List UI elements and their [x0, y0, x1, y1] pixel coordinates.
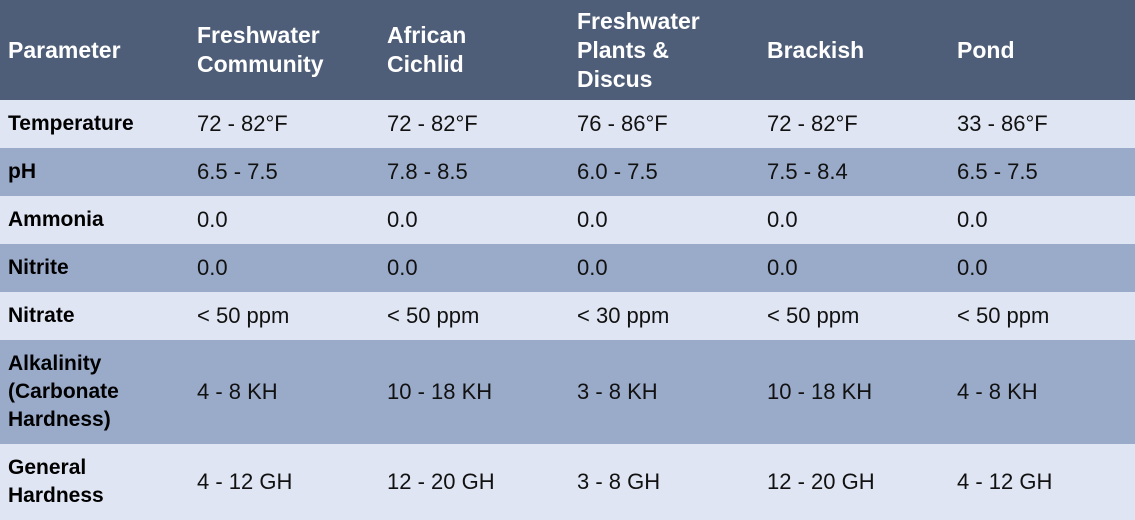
row-label: Nitrite: [8, 256, 69, 279]
table-cell: < 50 ppm: [767, 303, 860, 328]
header-freshwater-plants-discus: Freshwater Plants & Discus: [577, 7, 700, 92]
header-parameter: Parameter: [8, 36, 121, 63]
table-cell: 6.5 - 7.5: [197, 159, 278, 184]
table-cell: 0.0: [197, 255, 228, 280]
table-cell: 0.0: [387, 207, 418, 232]
row-label: pH: [8, 160, 36, 183]
table-cell: 0.0: [387, 255, 418, 280]
header-freshwater-community: Freshwater Community: [197, 22, 324, 77]
table-row-temperature: Temperature 72 - 82°F 72 - 82°F 76 - 86°…: [0, 100, 1135, 148]
table-cell: 72 - 82°F: [767, 111, 858, 136]
header-pond: Pond: [957, 36, 1015, 63]
table-row-alkalinity: Alkalinity (Carbonate Hardness) 4 - 8 KH…: [0, 340, 1135, 444]
table-cell: 10 - 18 KH: [387, 379, 493, 404]
table-cell: 3 - 8 GH: [577, 469, 661, 494]
table-cell: 4 - 12 GH: [197, 469, 293, 494]
table-cell: 7.8 - 8.5: [387, 159, 468, 184]
table-cell: 4 - 8 KH: [197, 379, 278, 404]
row-label: Ammonia: [8, 208, 104, 231]
table-cell: 0.0: [957, 207, 988, 232]
table-cell: < 50 ppm: [957, 303, 1050, 328]
table-row-nitrate: Nitrate < 50 ppm < 50 ppm < 30 ppm < 50 …: [0, 292, 1135, 340]
table-row-ph: pH 6.5 - 7.5 7.8 - 8.5 6.0 - 7.5 7.5 - 8…: [0, 148, 1135, 196]
header-african-cichlid: African Cichlid: [387, 22, 467, 77]
table-row-general-hardness: General Hardness 4 - 12 GH 12 - 20 GH 3 …: [0, 444, 1135, 520]
table-cell: 10 - 18 KH: [767, 379, 873, 404]
table-row-ammonia: Ammonia 0.0 0.0 0.0 0.0 0.0: [0, 196, 1135, 244]
table-cell: 0.0: [767, 207, 798, 232]
table-cell: 3 - 8 KH: [577, 379, 658, 404]
table-cell: 12 - 20 GH: [767, 469, 875, 494]
table-cell: 0.0: [577, 255, 608, 280]
table-cell: < 50 ppm: [387, 303, 480, 328]
table-cell: < 50 ppm: [197, 303, 290, 328]
header-row: Parameter Freshwater Community African C…: [0, 0, 1135, 100]
table-cell: 0.0: [197, 207, 228, 232]
table-cell: 76 - 86°F: [577, 111, 668, 136]
table-cell: 72 - 82°F: [387, 111, 478, 136]
table-cell: 0.0: [957, 255, 988, 280]
table-cell: 4 - 12 GH: [957, 469, 1053, 494]
table-cell: 0.0: [577, 207, 608, 232]
header-brackish: Brackish: [767, 36, 865, 63]
table-cell: 6.0 - 7.5: [577, 159, 658, 184]
row-label: Nitrate: [8, 304, 75, 327]
row-label: Alkalinity (Carbonate Hardness): [8, 352, 119, 431]
table-cell: 4 - 8 KH: [957, 379, 1038, 404]
table-cell: 6.5 - 7.5: [957, 159, 1038, 184]
table-cell: 72 - 82°F: [197, 111, 288, 136]
table-cell: 7.5 - 8.4: [767, 159, 848, 184]
table-row-nitrite: Nitrite 0.0 0.0 0.0 0.0 0.0: [0, 244, 1135, 292]
table-cell: 12 - 20 GH: [387, 469, 495, 494]
table-cell: < 30 ppm: [577, 303, 670, 328]
table-cell: 33 - 86°F: [957, 111, 1048, 136]
row-label: General Hardness: [8, 456, 104, 507]
row-label: Temperature: [8, 112, 134, 135]
table-cell: 0.0: [767, 255, 798, 280]
